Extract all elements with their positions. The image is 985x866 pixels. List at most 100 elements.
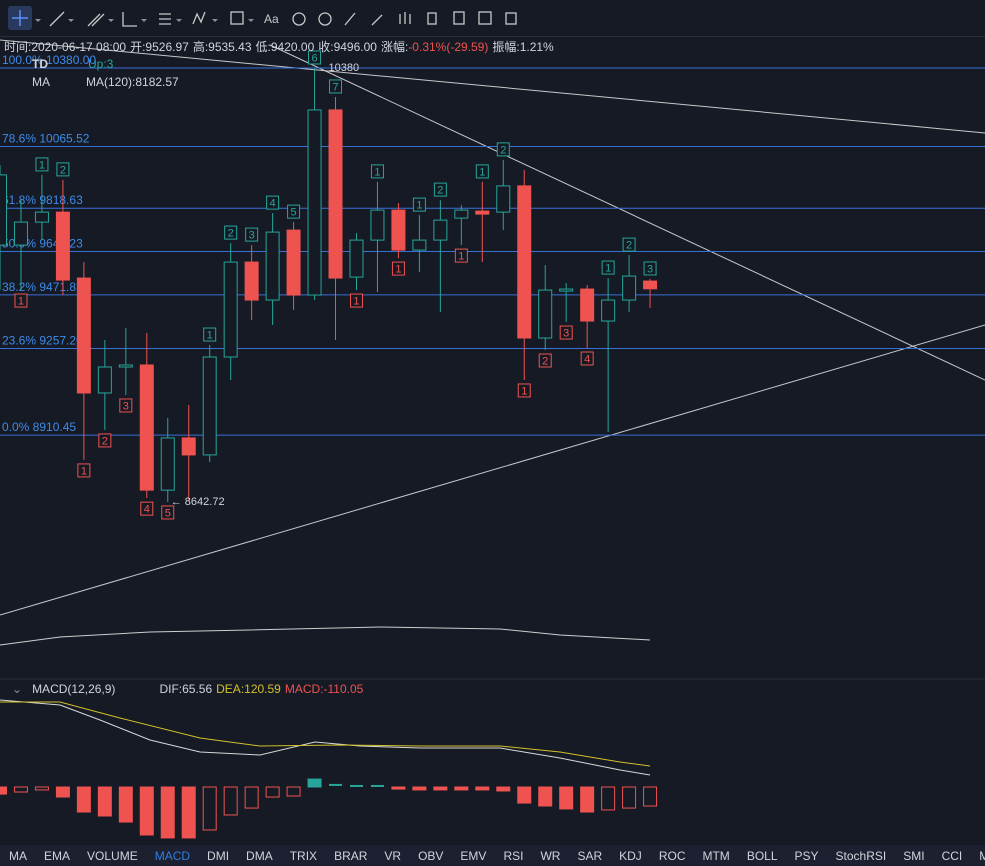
dif-value: DIF:65.56 — [159, 682, 213, 696]
fib-label: 38.2% 9471.83 — [2, 280, 83, 294]
indicator-tab[interactable]: OBV — [418, 848, 444, 863]
macd-bar — [412, 786, 427, 791]
macd-bar — [0, 786, 7, 795]
td-box — [349, 293, 363, 308]
change: -0.31%(-29.59) — [408, 40, 489, 54]
indicator-tab[interactable]: VR — [384, 848, 402, 863]
candle-body — [13, 221, 28, 246]
indicator-tab[interactable]: DMI — [207, 848, 230, 863]
indicator-tab[interactable]: RSI — [503, 848, 524, 863]
indicator-name: MA — [32, 75, 50, 89]
macd-bar — [391, 786, 406, 790]
time: 时间:2020-06-17 08:00 — [4, 40, 127, 54]
td-label: 2 — [102, 435, 108, 447]
td-label: 5 — [291, 207, 297, 219]
td-label: 1 — [458, 251, 464, 263]
td-box — [245, 227, 259, 242]
indicator-tab[interactable]: MA — [9, 848, 27, 863]
td-label: 3 — [647, 263, 653, 275]
td-box — [391, 261, 405, 276]
indicator-tab[interactable]: PSY — [794, 848, 819, 863]
td-label: 6 — [311, 52, 317, 64]
macd-bar — [601, 786, 616, 811]
td-box — [475, 164, 489, 179]
indicator-tab[interactable]: StochRSI — [835, 848, 887, 863]
indicator-name: TD — [32, 57, 48, 71]
td-label: 3 — [123, 400, 129, 412]
indicator-tab[interactable]: EMV — [460, 848, 487, 863]
candle-body — [139, 364, 154, 491]
td-label: 1 — [353, 296, 359, 308]
indicator-tab[interactable]: KDJ — [619, 848, 642, 863]
fib-label: 61.8% 9818.63 — [2, 193, 83, 207]
indicator-tab[interactable]: DMA — [246, 848, 273, 863]
candle-body — [370, 209, 385, 241]
candle-body — [538, 289, 553, 339]
trend-line — [0, 39, 985, 134]
macd-bar — [139, 786, 154, 836]
indicator-tab[interactable]: BOLL — [746, 848, 778, 863]
indicator-tab[interactable]: VOLUME — [87, 848, 138, 863]
macd-row: ⌄ MACD(12,26,9) DIF:65.56 DEA:120.59 MACD:-1… — [12, 682, 367, 696]
candle-body — [475, 210, 490, 215]
indicator-tab[interactable]: MTM — [702, 848, 730, 863]
td-box — [559, 325, 573, 340]
td-label: 4 — [270, 198, 276, 210]
macd-bar — [643, 786, 658, 807]
candle-body — [97, 366, 112, 394]
indicator-tab[interactable]: BRAR — [334, 848, 368, 863]
indicator-tab[interactable]: SAR — [577, 848, 603, 863]
td-label: 1 — [81, 465, 87, 477]
td-row: TD Up:3 — [32, 57, 117, 71]
candle-body — [55, 211, 70, 281]
td-label: 1 — [479, 166, 485, 178]
indicator-tab[interactable]: CCI — [941, 848, 963, 863]
dea-value: DEA:120.59 — [216, 682, 281, 696]
amplitude: 振幅:1.21% — [492, 40, 554, 54]
td-box — [580, 351, 594, 366]
tool-icons[interactable]: Aa — [49, 11, 517, 27]
td-label: 2 — [60, 164, 66, 176]
dropdown-arrows — [35, 19, 254, 22]
collapse-icon[interactable]: ⌄ — [12, 682, 23, 696]
indicator-tab[interactable]: EMA — [44, 848, 71, 863]
macd-bar — [580, 786, 595, 813]
td-label: 4 — [584, 354, 590, 366]
candle-body — [643, 280, 658, 290]
macd-bar — [559, 786, 574, 810]
ohlc-row: 时间:2020-06-17 08:00 开:9526.97 高:9535.43 低:9… — [4, 38, 558, 55]
td-label: 1 — [521, 385, 527, 397]
change-label: 涨幅: — [380, 40, 409, 54]
macd-value: MACD:-110.05 — [284, 682, 364, 696]
td-box — [308, 50, 322, 65]
td-box — [140, 501, 154, 516]
candle-body — [181, 437, 196, 456]
candle-body — [349, 239, 364, 278]
indicator-tab[interactable]: WR — [540, 848, 561, 863]
td-box — [433, 182, 447, 197]
indicator-tab[interactable]: TRIX — [289, 848, 318, 863]
macd-bar — [160, 786, 175, 839]
ma-line — [0, 626, 651, 646]
td-label: 4 — [144, 504, 150, 516]
candle-body — [622, 275, 637, 301]
td-label: 1 — [207, 330, 213, 342]
candle-body — [454, 209, 469, 219]
indicator-tab[interactable]: MACD — [154, 848, 191, 863]
toolbar-icons: Aa — [8, 6, 517, 30]
macd-bar — [202, 786, 217, 831]
td-box — [601, 260, 615, 275]
indicator-tab[interactable]: SMI — [903, 848, 925, 863]
td-box — [454, 248, 468, 263]
indicator-tab[interactable]: MFI — [979, 848, 985, 863]
td-box — [14, 293, 28, 308]
td-box — [496, 142, 510, 157]
candle-body — [559, 288, 574, 292]
candle-body — [580, 288, 595, 322]
td-label: 1 — [18, 296, 24, 308]
td-label: 7 — [332, 81, 338, 93]
trend-line — [0, 324, 985, 616]
macd-bar — [13, 786, 28, 793]
indicator-tab[interactable]: ROC — [658, 848, 686, 863]
